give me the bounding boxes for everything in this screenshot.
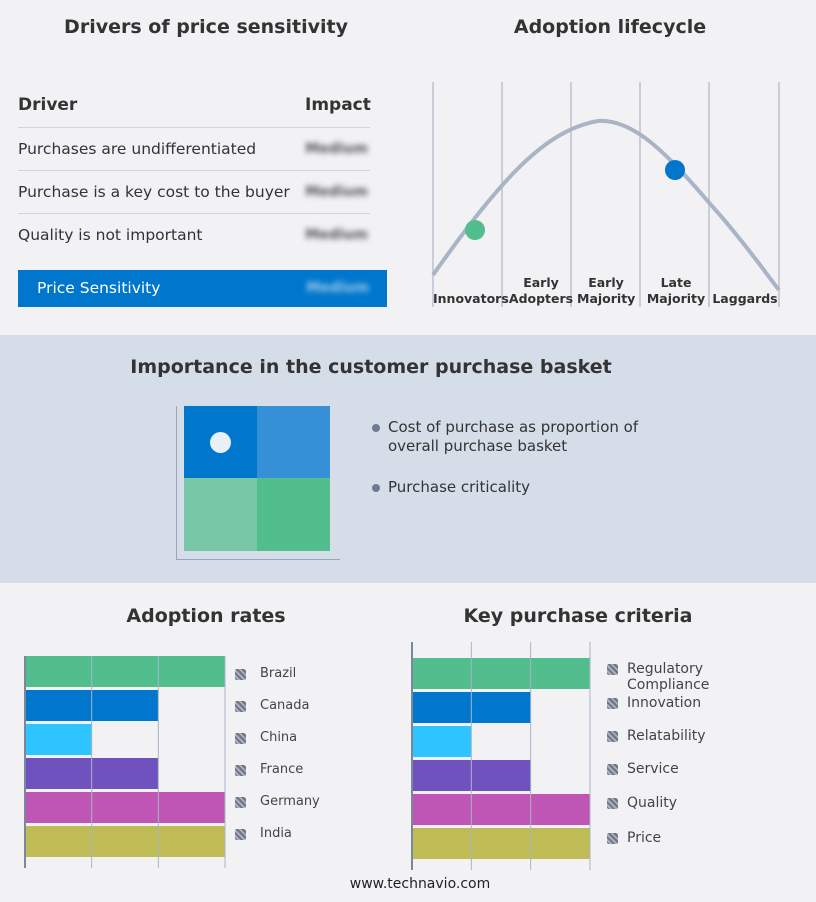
bar-relatability	[412, 726, 472, 757]
legend-label: Service	[627, 761, 679, 777]
driver-label: Purchase is a key cost to the buyer	[18, 183, 290, 201]
bar-price	[412, 828, 590, 859]
bar-india	[25, 826, 225, 857]
legend-swatch-icon	[235, 765, 246, 776]
legend-label: Relatability	[627, 728, 706, 744]
quadrant-top-right	[257, 406, 330, 478]
legend-label: Canada	[260, 698, 310, 713]
adoption-rates-title: Adoption rates	[126, 605, 286, 627]
criteria-title: Key purchase criteria	[463, 605, 693, 627]
bar-china	[25, 724, 92, 755]
stage-label: Innovators	[433, 291, 509, 306]
legend-label: Brazil	[260, 666, 297, 681]
legend-swatch-icon	[607, 833, 618, 844]
bar-quality	[412, 794, 590, 825]
legend-label: Quality	[627, 795, 678, 811]
basket-legend-item: Cost of purchase as proportion of overal…	[388, 418, 639, 455]
legend-label: Price	[627, 830, 662, 846]
quadrant-bottom-right	[257, 478, 330, 551]
legend-swatch-icon	[235, 797, 246, 808]
bar-germany	[25, 792, 225, 823]
driver-label: Quality is not important	[18, 226, 203, 244]
legend-label: Germany	[260, 794, 320, 809]
basket-legend-item: Purchase criticality	[388, 478, 531, 496]
basket-section	[0, 335, 816, 583]
legend-label: India	[260, 826, 292, 841]
basket-title: Importance in the customer purchase bask…	[130, 356, 612, 378]
legend-swatch-icon	[607, 664, 618, 675]
bar-brazil	[25, 656, 225, 687]
footer-site: www.technavio.com	[349, 876, 491, 892]
price-sensitivity-value: Medium	[306, 280, 369, 296]
legend-label: Innovation	[627, 695, 702, 711]
legend-swatch-icon	[607, 698, 618, 709]
stage-label: Early Adopters	[508, 275, 574, 306]
bar-regulatory-compliance	[412, 658, 590, 689]
legend-swatch-icon	[607, 731, 618, 742]
impact-value: Medium	[305, 184, 368, 200]
legend-swatch-icon	[607, 798, 618, 809]
driver-label: Purchases are undifferentiated	[18, 140, 257, 158]
legend-swatch-icon	[607, 764, 618, 775]
driver-row: Purchases are undifferentiated Medium	[18, 128, 370, 171]
driver-row: Purchase is a key cost to the buyer Mediu…	[18, 171, 370, 214]
stage-label: Late Majority	[646, 275, 706, 306]
price-sensitivity-bar: Price Sensitivity Medium	[18, 270, 387, 307]
lifecycle-curve	[431, 118, 781, 292]
lifecycle-title: Adoption lifecycle	[513, 16, 707, 38]
legend-swatch-icon	[235, 669, 246, 680]
stage-label: Laggards	[712, 291, 778, 306]
impact-header: Impact	[305, 95, 371, 115]
stage-label: Early Majority	[577, 275, 636, 306]
quadrant-bottom-left	[184, 478, 257, 551]
legend-label: Regulatory Compliance	[627, 661, 710, 693]
legend-swatch-icon	[235, 829, 246, 840]
price-sensitivity-label: Price Sensitivity	[37, 279, 161, 297]
impact-value: Medium	[305, 227, 368, 243]
innovators-marker	[465, 220, 485, 240]
driver-header: Driver	[18, 95, 78, 115]
driver-row: Quality is not important Medium	[18, 214, 370, 256]
late-majority-marker	[665, 160, 685, 180]
position-marker	[210, 432, 231, 453]
impact-value: Medium	[305, 141, 368, 157]
legend-swatch-icon	[235, 701, 246, 712]
legend-label: France	[260, 762, 304, 777]
legend-label: China	[260, 730, 298, 745]
legend-swatch-icon	[235, 733, 246, 744]
drivers-title: Drivers of price sensitivity	[64, 16, 348, 38]
